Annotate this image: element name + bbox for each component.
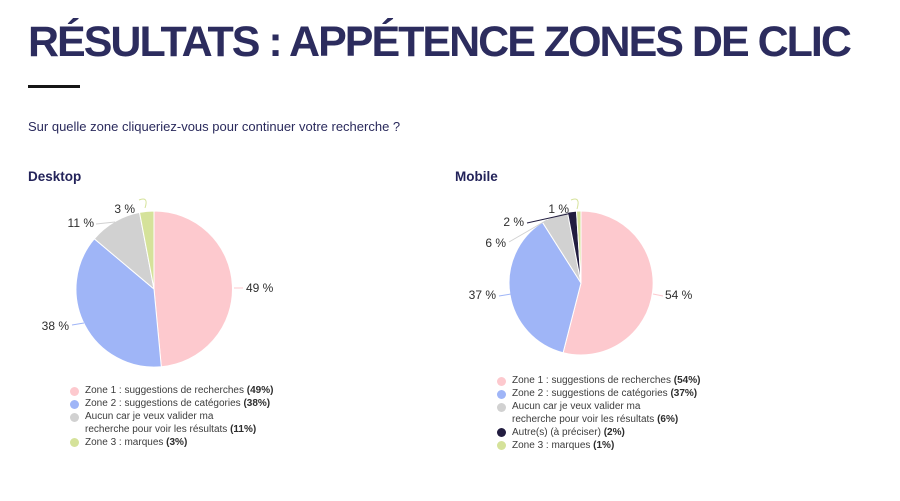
legend-item: Zone 3 : marques (1%)	[497, 440, 885, 453]
legend-dot	[497, 428, 506, 438]
legend-label: Zone 2 : suggestions de catégories (38%)	[85, 398, 271, 410]
legend-dot	[497, 376, 506, 386]
slice-percentage-label: 1 %	[548, 202, 569, 216]
slice-percentage-label: 6 %	[485, 236, 506, 250]
slice-percentage-label: 37 %	[469, 288, 497, 302]
legend-dot	[70, 438, 79, 448]
legend-label: Zone 1 : suggestions de recherches (54%)	[512, 375, 701, 386]
legend-dot	[70, 399, 79, 409]
chart-title: Mobile	[455, 169, 498, 184]
legend-label: Zone 2 : suggestions de catégories (37%)	[512, 388, 698, 400]
slice-percentage-label: 3 %	[114, 202, 135, 216]
legend-dot	[70, 412, 79, 422]
legend-item: Zone 3 : marques (3%)	[70, 437, 458, 450]
pie-chart-svg: 49 % 38 % 11 % 3 %	[42, 198, 274, 368]
legend-item: Zone 1 : suggestions de recherches (54%)	[497, 375, 885, 388]
legend: Zone 1 : suggestions de recherches (54%)…	[497, 375, 885, 453]
legend-item: Autre(s) (à préciser) (2%)	[497, 427, 885, 440]
leader-line	[71, 322, 85, 326]
legend-label: Zone 3 : marques (3%)	[85, 436, 188, 448]
legend-label: Aucun car je veux valider ma recherche p…	[512, 401, 679, 425]
slice-percentage-label: 11 %	[68, 216, 95, 230]
legend-dot	[497, 402, 506, 412]
pie-slice	[75, 238, 162, 368]
leader-line	[570, 198, 579, 210]
page-title: RÉSULTATS : APPÉTENCE ZONES DE CLIC	[28, 18, 852, 66]
legend-item: Aucun car je veux valider ma recherche p…	[70, 411, 458, 436]
legend-dot	[497, 389, 506, 399]
legend-item: Zone 2 : suggestions de catégories (37%)	[497, 388, 885, 401]
legend-label: Aucun car je veux valider ma recherche p…	[85, 411, 257, 435]
leader-line	[95, 221, 116, 225]
legend: Zone 1 : suggestions de recherches (49%)…	[70, 385, 458, 449]
legend-item: Aucun car je veux valider ma recherche p…	[497, 401, 885, 426]
pie-slice	[138, 210, 155, 290]
legend-item: Zone 1 : suggestions de recherches (49%)	[70, 385, 458, 398]
legend-label: Autre(s) (à préciser) (2%)	[512, 426, 625, 438]
legend-label: Zone 3 : marques (1%)	[512, 439, 615, 451]
pie-slice	[562, 210, 654, 356]
slice-percentage-label: 38 %	[42, 319, 70, 333]
pie-slice	[153, 210, 233, 368]
legend-label: Zone 1 : suggestions de recherches (49%)	[85, 385, 274, 396]
leader-line	[138, 198, 147, 209]
leader-line	[498, 293, 512, 297]
title-underline	[28, 85, 80, 88]
legend-dot	[497, 441, 506, 451]
pie-slice	[575, 210, 582, 284]
legend-dot	[70, 386, 79, 396]
leader-line	[526, 212, 573, 224]
leader-line	[508, 219, 548, 243]
leader-line	[652, 293, 664, 297]
slice-percentage-label: 54 %	[665, 288, 693, 302]
legend-item: Zone 2 : suggestions de catégories (38%)	[70, 398, 458, 411]
chart-mobile: Mobile 54 % 37 % 6 % 2 % 1 % Zone 1 : suggesti…	[455, 169, 885, 453]
question-text: Sur quelle zone cliqueriez-vous pour con…	[28, 119, 401, 134]
chart-desktop: Desktop 49 % 38 % 11 % 3 % Zone 1 : suggestio…	[28, 169, 458, 450]
chart-title: Desktop	[28, 169, 82, 184]
pie-chart-svg: 54 % 37 % 6 % 2 % 1 %	[469, 198, 693, 356]
slice-percentage-label: 49 %	[246, 281, 274, 295]
slice-percentage-label: 2 %	[503, 215, 524, 229]
